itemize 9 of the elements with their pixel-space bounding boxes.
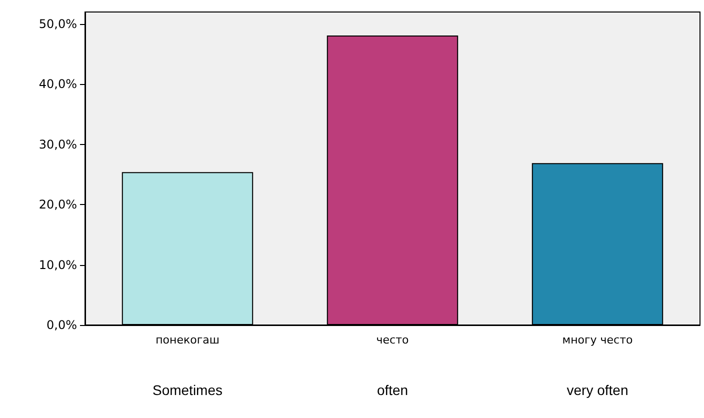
y-tick-label: 50,0% [38, 17, 77, 32]
y-tick-label: 30,0% [38, 137, 77, 152]
y-tick-label: 40,0% [38, 77, 77, 92]
y-tick-label: 20,0% [38, 198, 77, 212]
category-label: понекогаш Sometimes [152, 334, 223, 398]
category-label: многу често very often [562, 334, 633, 398]
y-tick-label: 10,0% [38, 258, 77, 272]
y-tick-label: 0,0% [46, 318, 77, 332]
category-label: често often [376, 334, 409, 398]
